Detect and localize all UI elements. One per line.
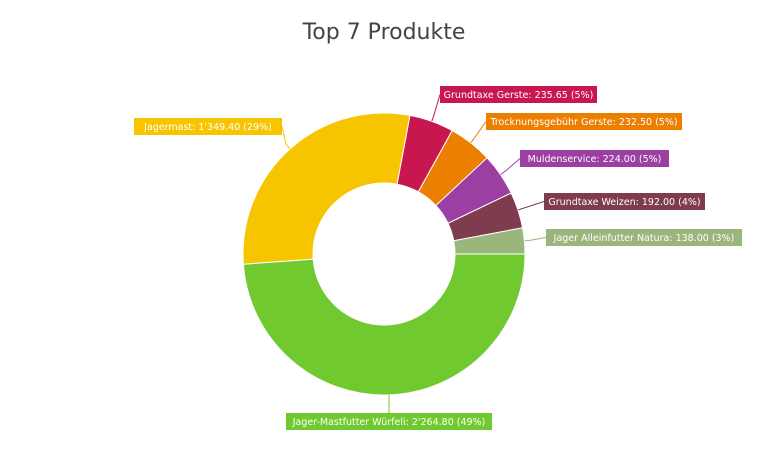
label-box-3 [486,113,682,130]
slice-label-2: Grundtaxe Gerste: 235.65 (5%) [444,90,594,101]
label-box-6 [546,229,742,246]
label-box-5 [544,193,705,210]
slice-0[interactable] [242,253,526,396]
slice-label-6: Jager Alleinfutter Natura: 138.00 (3%) [553,233,735,244]
label-box-4 [520,150,669,167]
slice-label-5: Grundtaxe Weizen: 192.00 (4%) [548,197,700,208]
connector-2 [431,94,441,122]
slice-label-4: Muldenservice: 224.00 (5%) [528,154,662,165]
slice-6[interactable] [453,227,526,255]
label-box-2 [440,86,597,103]
connector-1 [281,126,291,150]
connector-3 [470,121,487,144]
chart-title: Top 7 Produkte [302,20,466,45]
slice-label-1: Jagermast: 1'349.40 (29%) [143,122,272,133]
slice-label-3: Trocknungsgebühr Gerste: 232.50 (5%) [489,117,677,128]
connector-4 [500,158,521,175]
connector-6 [524,237,547,242]
slice-label-0: Jager-Mastfutter Würfeli: 2'264.80 (49%) [292,417,486,428]
label-box-1 [134,118,282,135]
slice-1[interactable] [242,112,411,265]
label-box-0 [286,413,492,430]
connector-5 [517,201,545,211]
